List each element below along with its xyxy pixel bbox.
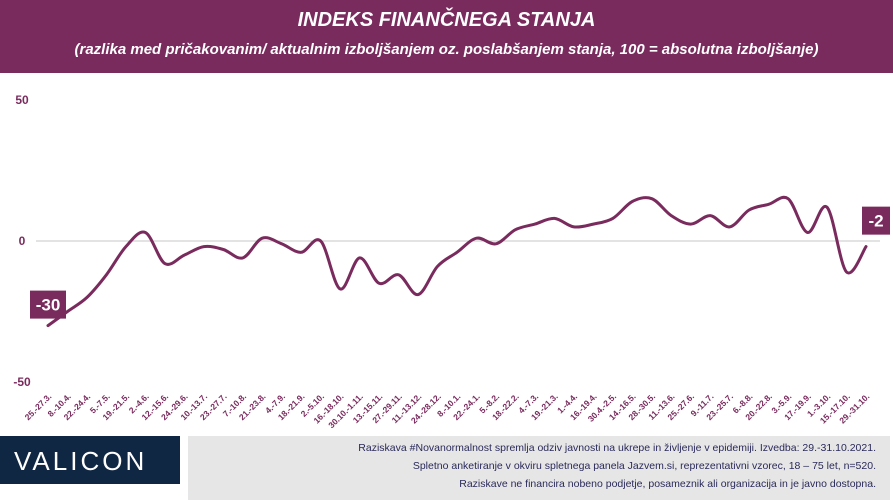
first-value-label-box (30, 290, 66, 319)
data-point (631, 200, 634, 203)
footnote-box: Raziskava #Novanormalnost spremlja odziv… (188, 436, 890, 500)
y-tick-label: 0 (19, 234, 26, 248)
data-point (650, 197, 653, 200)
data-point (689, 223, 692, 226)
footnote-line-2: Spletno anketiranje v okviru spletnega p… (412, 460, 876, 472)
logo-text: VALICON (14, 446, 148, 476)
series-line (46, 195, 868, 328)
data-point (124, 245, 127, 248)
data-point (533, 223, 536, 226)
data-point (222, 248, 225, 251)
data-point (183, 254, 186, 257)
chart-title: INDEKS FINANČNEGA STANJA (297, 9, 596, 31)
y-tick-label: 50 (15, 93, 29, 107)
data-point (66, 310, 69, 313)
data-point (163, 262, 166, 265)
data-point (339, 287, 342, 290)
last-value-label: -2 (868, 212, 883, 231)
data-point (378, 282, 381, 285)
data-point (495, 242, 498, 245)
data-point (709, 214, 712, 217)
first-value-label: -30 (36, 296, 61, 315)
y-tick-label: -50 (13, 375, 31, 389)
footnote-line-3: Raziskave ne financira nobeno podjetje, … (459, 478, 876, 490)
data-point (202, 245, 205, 248)
data-point (787, 197, 790, 200)
data-point (397, 273, 400, 276)
data-point (436, 265, 439, 268)
chart-subtitle: (razlika med pričakovanim/ aktualnim izb… (74, 41, 819, 58)
data-point (300, 251, 303, 254)
line-chart: 500-5025.-27.3.8.-10.4.22.-24.4.5.-7.5.1… (13, 93, 890, 430)
data-point (748, 209, 751, 212)
x-tick-label: 25.-27.3. (23, 391, 54, 422)
data-point (241, 256, 244, 259)
data-point (806, 231, 809, 234)
footnote-line-1: Raziskava #Novanormalnost spremlja odziv… (358, 442, 876, 454)
data-point (47, 324, 50, 327)
valicon-logo: VALICON (0, 436, 180, 484)
data-point (767, 203, 770, 206)
data-point (261, 237, 264, 240)
data-point (826, 206, 829, 209)
data-point (105, 273, 108, 276)
last-value-label-box (862, 206, 890, 235)
data-point (280, 242, 283, 245)
data-point (845, 271, 848, 274)
data-point (86, 296, 89, 299)
data-point (475, 237, 478, 240)
data-point (358, 256, 361, 259)
data-point (319, 240, 322, 243)
data-point (592, 223, 595, 226)
data-point (611, 217, 614, 220)
data-point (417, 293, 420, 296)
data-point (456, 251, 459, 254)
chart-header: INDEKS FINANČNEGA STANJA (razlika med pr… (0, 0, 893, 73)
data-point (728, 225, 731, 228)
data-point (553, 217, 556, 220)
data-point (865, 245, 868, 248)
data-point (572, 225, 575, 228)
data-point (514, 228, 517, 231)
data-point (670, 214, 673, 217)
data-point (144, 231, 147, 234)
